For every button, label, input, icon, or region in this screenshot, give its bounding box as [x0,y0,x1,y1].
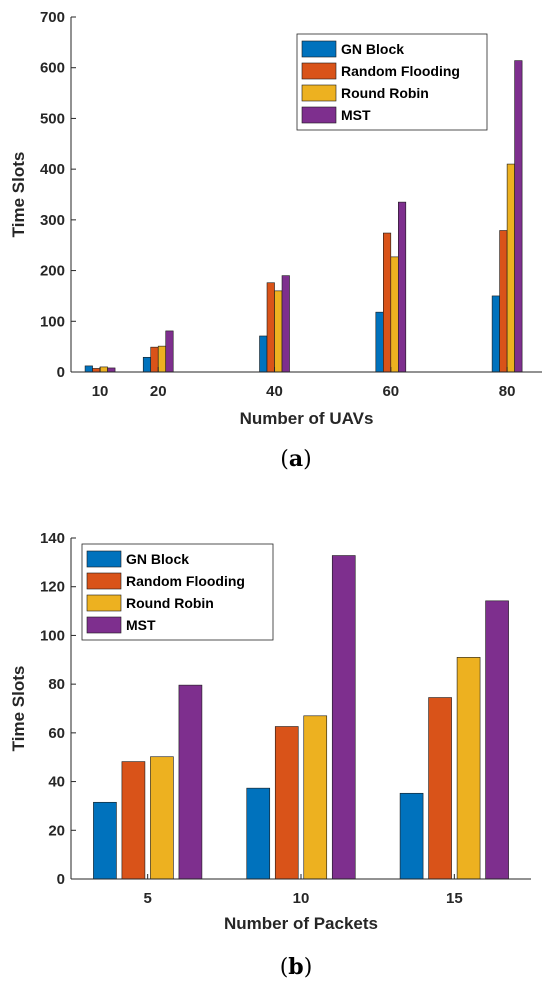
bar-gn-block-40 [259,335,268,373]
legend-label-round-robin: Round Robin [126,595,214,611]
legend-swatch-round-robin [86,594,122,612]
y-tick-label: 0 [57,364,65,381]
x-tick-label: 60 [382,383,399,400]
bar-mst-15 [485,600,509,880]
y-tick-label: 100 [40,313,65,330]
x-tick-label: 40 [266,383,283,400]
legend-label-mst: MST [126,617,156,633]
bar-round-robin-10 [303,715,328,880]
bar-round-robin-20 [157,345,167,373]
y-tick-label: 400 [40,161,65,178]
figure-caption: (a) [280,446,311,472]
y-tick-label: 0 [57,871,65,888]
x-axis-label: Number of UAVs [240,409,374,428]
figure-a: 0 100 200 300 400 500 600 700 10 20 40 60 80 Number o… [0,0,550,480]
bar-gn-block-60 [375,311,384,373]
legend-swatch-mst [301,106,337,124]
bar-mst-60 [398,201,407,373]
x-tick-label: 20 [150,383,167,400]
bar-gn-block-5 [93,801,117,880]
legend-swatch-gn-block [301,40,337,58]
y-tick-label: 700 [40,9,65,26]
bar-round-robin-40 [274,290,283,373]
bar-random-flooding-60 [383,232,392,373]
x-tick-label: 80 [499,383,516,400]
bar-random-flooding-80 [499,230,508,373]
bar-random-flooding-40 [266,282,275,373]
y-tick-label: 80 [48,676,65,693]
x-axis-label: Number of Packets [224,914,378,933]
figure-b: 0 20 40 60 80 100 120 140 5 10 15 Number of Packets… [0,503,550,987]
legend-swatch-mst [86,616,122,634]
bar-chart-b: 0 20 40 60 80 100 120 140 5 10 15 Number of Packets… [9,530,531,980]
legend-swatch-random-flooding [301,62,337,80]
x-tick-label: 15 [446,890,463,907]
legend-label-random-flooding: Random Flooding [126,573,245,589]
bar-random-flooding-10 [274,726,299,880]
y-tick-label: 600 [40,60,65,77]
y-tick-label: 20 [48,822,65,839]
bar-gn-block-20 [142,356,152,373]
x-tick-label: 10 [92,383,109,400]
bar-round-robin-80 [506,163,515,373]
bar-random-flooding-20 [150,346,159,373]
y-tick-label: 500 [40,110,65,127]
legend-label-mst: MST [341,107,371,123]
bar-mst-10 [331,555,356,880]
bar-round-robin-60 [390,256,399,373]
bar-gn-block-10 [84,365,93,373]
y-tick-label: 40 [48,774,65,791]
y-axis-label: Time Slots [9,152,28,238]
legend-label-gn-block: GN Block [126,551,189,567]
bar-mst-40 [281,275,290,373]
bar-random-flooding-5 [121,761,146,880]
x-tick-label: 10 [293,890,310,907]
bar-round-robin-10 [99,366,108,373]
bar-chart-a: 0 100 200 300 400 500 600 700 10 20 40 60 80 Number o… [9,9,542,472]
legend-label-round-robin: Round Robin [341,85,429,101]
legend-label-gn-block: GN Block [341,41,404,57]
legend-swatch-round-robin [301,84,337,102]
y-tick-label: 140 [40,530,65,547]
legend-label-random-flooding: Random Flooding [341,63,460,79]
bar-mst-80 [514,60,523,373]
x-tick-label: 5 [143,890,151,907]
y-tick-label: 200 [40,263,65,280]
bar-gn-block-10 [246,787,271,880]
bar-gn-block-80 [491,295,500,373]
y-tick-label: 60 [48,725,65,742]
legend-swatch-random-flooding [86,572,122,590]
bar-round-robin-5 [150,756,174,880]
y-tick-label: 100 [40,627,65,644]
bar-random-flooding-15 [428,697,452,880]
bar-round-robin-15 [456,657,481,880]
y-tick-label: 300 [40,212,65,229]
bar-mst-20 [165,330,174,373]
legend-swatch-gn-block [86,550,122,568]
bar-random-flooding-10 [92,368,101,373]
bar-mst-10 [107,367,116,373]
y-axis-label: Time Slots [9,666,28,752]
y-tick-label: 120 [40,579,65,596]
bar-gn-block-15 [399,792,424,880]
bar-mst-5 [178,684,203,880]
figure-caption: (b) [280,954,313,980]
